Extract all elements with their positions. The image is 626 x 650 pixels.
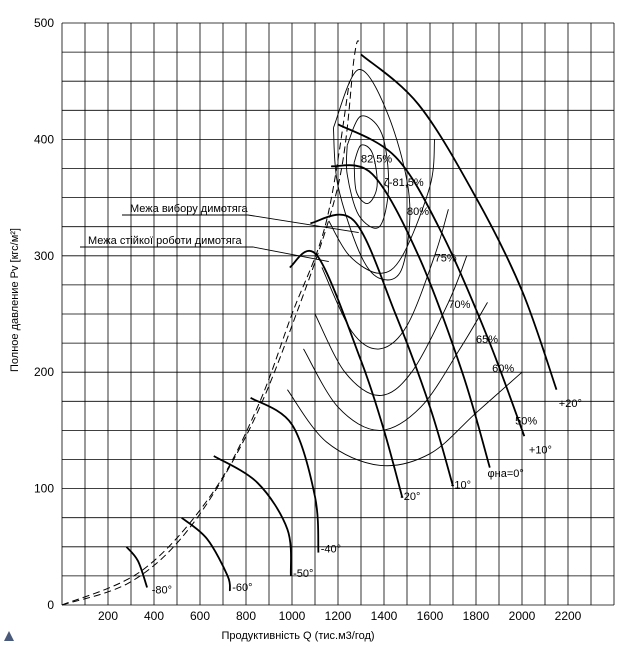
y-tick-label: 500 (34, 16, 54, 30)
efficiency-contour-line (314, 255, 468, 396)
efficiency-label: 50% (515, 416, 537, 428)
efficiency-label: 82,5% (361, 154, 392, 166)
blade-angle-curve (181, 516, 231, 592)
efficiency-label: 60% (492, 363, 514, 375)
y-tick-label: 400 (34, 132, 54, 146)
efficiency-contours (287, 69, 523, 467)
x-tick-label: 1000 (279, 609, 306, 623)
blade-angle-label: -50° (293, 568, 313, 580)
x-tick-label: 2200 (555, 609, 582, 623)
y-tick-label: 300 (34, 249, 54, 263)
blade-angle-label: -80° (152, 584, 172, 596)
blade-angle-curve (330, 164, 491, 468)
x-tick-label: 1800 (463, 609, 490, 623)
efficiency-contour-line (321, 209, 449, 350)
x-tick-labels: 200 400 600 800 1000 1200 1400 1600 1800 2000 2200 (98, 609, 582, 623)
y-tick-labels: 0 100 200 300 400 500 (34, 16, 54, 612)
efficiency-label: ζ-81,5% (384, 177, 424, 189)
blade-angle-label: +20° (559, 398, 582, 410)
y-tick-label: 100 (34, 482, 54, 496)
efficiency-label: 65% (476, 334, 498, 346)
efficiency-label: 70% (448, 299, 470, 311)
y-tick-label: 0 (47, 598, 54, 612)
blade-angle-label: -40° (321, 544, 341, 556)
x-tick-label: 1600 (417, 609, 444, 623)
y-tick-label: 200 (34, 365, 54, 379)
x-tick-label: 400 (144, 609, 164, 623)
grid (61, 22, 615, 606)
efficiency-contour-line (303, 302, 488, 431)
boundary-dashed-line (61, 81, 350, 606)
x-tick-label: 600 (190, 609, 210, 623)
annotation-leader (247, 214, 359, 233)
curve-labels: 82,5% ζ-81,5% 80% 75% 70% 65% 60% 50% +20° +10° φн… (152, 154, 582, 597)
boundary-dashed-lines (61, 40, 360, 606)
blade-angle-curve (250, 397, 320, 553)
blade-angle-curve (125, 546, 148, 588)
blade-angle-label: -60° (232, 582, 252, 594)
x-axis-label: Продуктивність Q (тис.м3/год) (221, 630, 374, 642)
blade-angle-curve (310, 213, 454, 487)
x-tick-label: 2000 (509, 609, 536, 623)
blade-angle-curve (289, 249, 404, 499)
x-tick-label: 200 (98, 609, 118, 623)
efficiency-contour-line (328, 139, 436, 274)
x-tick-label: 1400 (371, 609, 398, 623)
efficiency-contour-line (287, 371, 523, 467)
blade-angle-label: -10° (451, 480, 471, 492)
blade-angle-label: -20° (400, 491, 420, 503)
x-tick-label: 1200 (325, 609, 352, 623)
boundary-dashed-line (61, 40, 360, 606)
annotation-text: Межа вибору димотяга (130, 203, 249, 215)
efficiency-contour-line (345, 115, 390, 229)
efficiency-contour-line (353, 144, 378, 204)
blade-angle-curve (337, 123, 526, 437)
x-tick-label: 800 (236, 609, 256, 623)
annotation-leader (253, 246, 329, 263)
blade-angle-curves (125, 53, 558, 592)
y-axis-label: Полное давление Pv [кгс/м²] (9, 228, 21, 372)
triangle-logo-icon (4, 631, 14, 641)
annotation-text: Межа стійкої роботи димотяга (88, 235, 243, 247)
blade-angle-label: φна=0° (488, 468, 524, 480)
blade-angle-label: +10° (529, 445, 552, 457)
efficiency-label: 75% (435, 253, 457, 265)
efficiency-contour-line (332, 69, 411, 281)
annotations: Межа вибору димотяга Межа стійкої роботи … (80, 203, 359, 263)
efficiency-label: 80% (407, 206, 429, 218)
blade-angle-curve (360, 53, 558, 390)
blade-angle-curve (213, 455, 292, 576)
